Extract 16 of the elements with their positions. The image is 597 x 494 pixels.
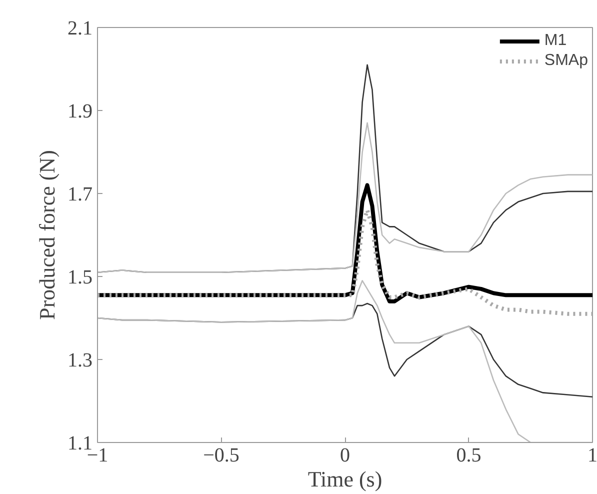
x-tick-label: 1 <box>588 444 597 466</box>
y-tick-label: 1.3 <box>68 350 92 372</box>
y-tick-label: 2.1 <box>68 18 92 40</box>
y-tick-label: 1.7 <box>68 184 92 206</box>
x-axis-title: Time (s) <box>308 466 382 492</box>
legend-label: M1 <box>544 32 567 50</box>
line-series <box>98 122 592 273</box>
line-series <box>98 208 592 316</box>
y-tick-label: 1.9 <box>68 100 92 122</box>
x-tick-label: 0.5 <box>456 444 482 466</box>
y-tick-label: 1.1 <box>68 432 92 454</box>
y-axis-title: Produced force (N) <box>34 150 60 320</box>
y-tick-label: 1.5 <box>68 266 92 288</box>
x-tick-label: −0.5 <box>203 444 240 466</box>
legend-label: SMAp <box>544 52 588 70</box>
x-tick-label: 0 <box>340 444 350 466</box>
